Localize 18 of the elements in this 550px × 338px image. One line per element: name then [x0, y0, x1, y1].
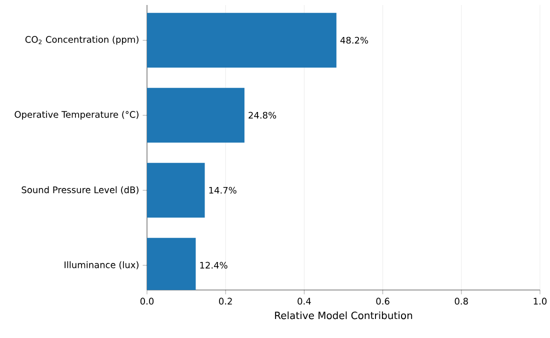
- bar: [147, 88, 244, 143]
- bar: [147, 162, 205, 218]
- data-label: 12.4%: [200, 262, 228, 269]
- x-tick-label: 0.0: [140, 298, 154, 305]
- x-tick-label: 1.0: [534, 298, 547, 305]
- data-label: 24.8%: [248, 112, 276, 119]
- y-tick-label: Operative Temperature (°C): [14, 110, 138, 120]
- data-label: 14.7%: [209, 186, 236, 194]
- bar: [147, 12, 336, 68]
- y-tick-label: Illuminance (lux): [64, 261, 138, 270]
- x-axis-title: Relative Model Contribution: [275, 311, 412, 320]
- x-tick-label: 0.8: [454, 298, 468, 305]
- x-tick-label: 0.6: [376, 298, 390, 305]
- x-tick-label: 0.2: [219, 298, 232, 305]
- y-tick-label: Sound Pressure Level (dB): [22, 186, 138, 194]
- data-label: 48.2%: [340, 36, 368, 44]
- x-tick-label: 0.4: [298, 298, 311, 305]
- y-tick-label: CO$_{2}$ Concentration (ppm): [25, 36, 138, 45]
